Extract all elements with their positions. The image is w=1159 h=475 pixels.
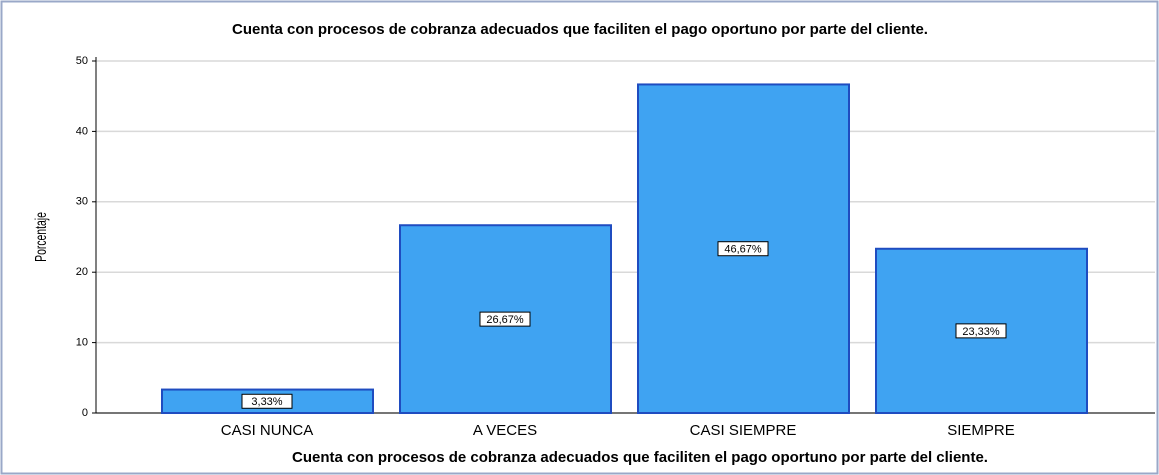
data-label: 46,67% <box>724 244 762 256</box>
data-label: 3,33% <box>251 396 282 408</box>
label-box <box>479 311 531 327</box>
label-box <box>241 393 293 409</box>
label-box <box>955 323 1007 339</box>
y-tick-label: 20 <box>76 266 88 278</box>
y-tick-label: 40 <box>76 125 88 137</box>
x-tick-label: CASI SIEMPRE <box>690 422 797 439</box>
data-label: 23,33% <box>962 326 1000 338</box>
y-tick-label: 0 <box>82 407 88 419</box>
data-label: 26,67% <box>486 314 524 326</box>
x-tick-label: A VECES <box>473 422 537 439</box>
y-axis-label: Porcentaje <box>32 212 50 262</box>
x-tick-label: CASI NUNCA <box>221 422 314 439</box>
y-tick-label: 30 <box>76 196 88 208</box>
label-box <box>717 241 769 257</box>
chart-title: Cuenta con procesos de cobranza adecuado… <box>232 21 928 38</box>
x-axis-label: Cuenta con procesos de cobranza adecuado… <box>292 449 988 466</box>
y-tick-label: 50 <box>76 55 88 67</box>
y-tick-label: 10 <box>76 337 88 349</box>
x-tick-label: SIEMPRE <box>947 422 1015 439</box>
